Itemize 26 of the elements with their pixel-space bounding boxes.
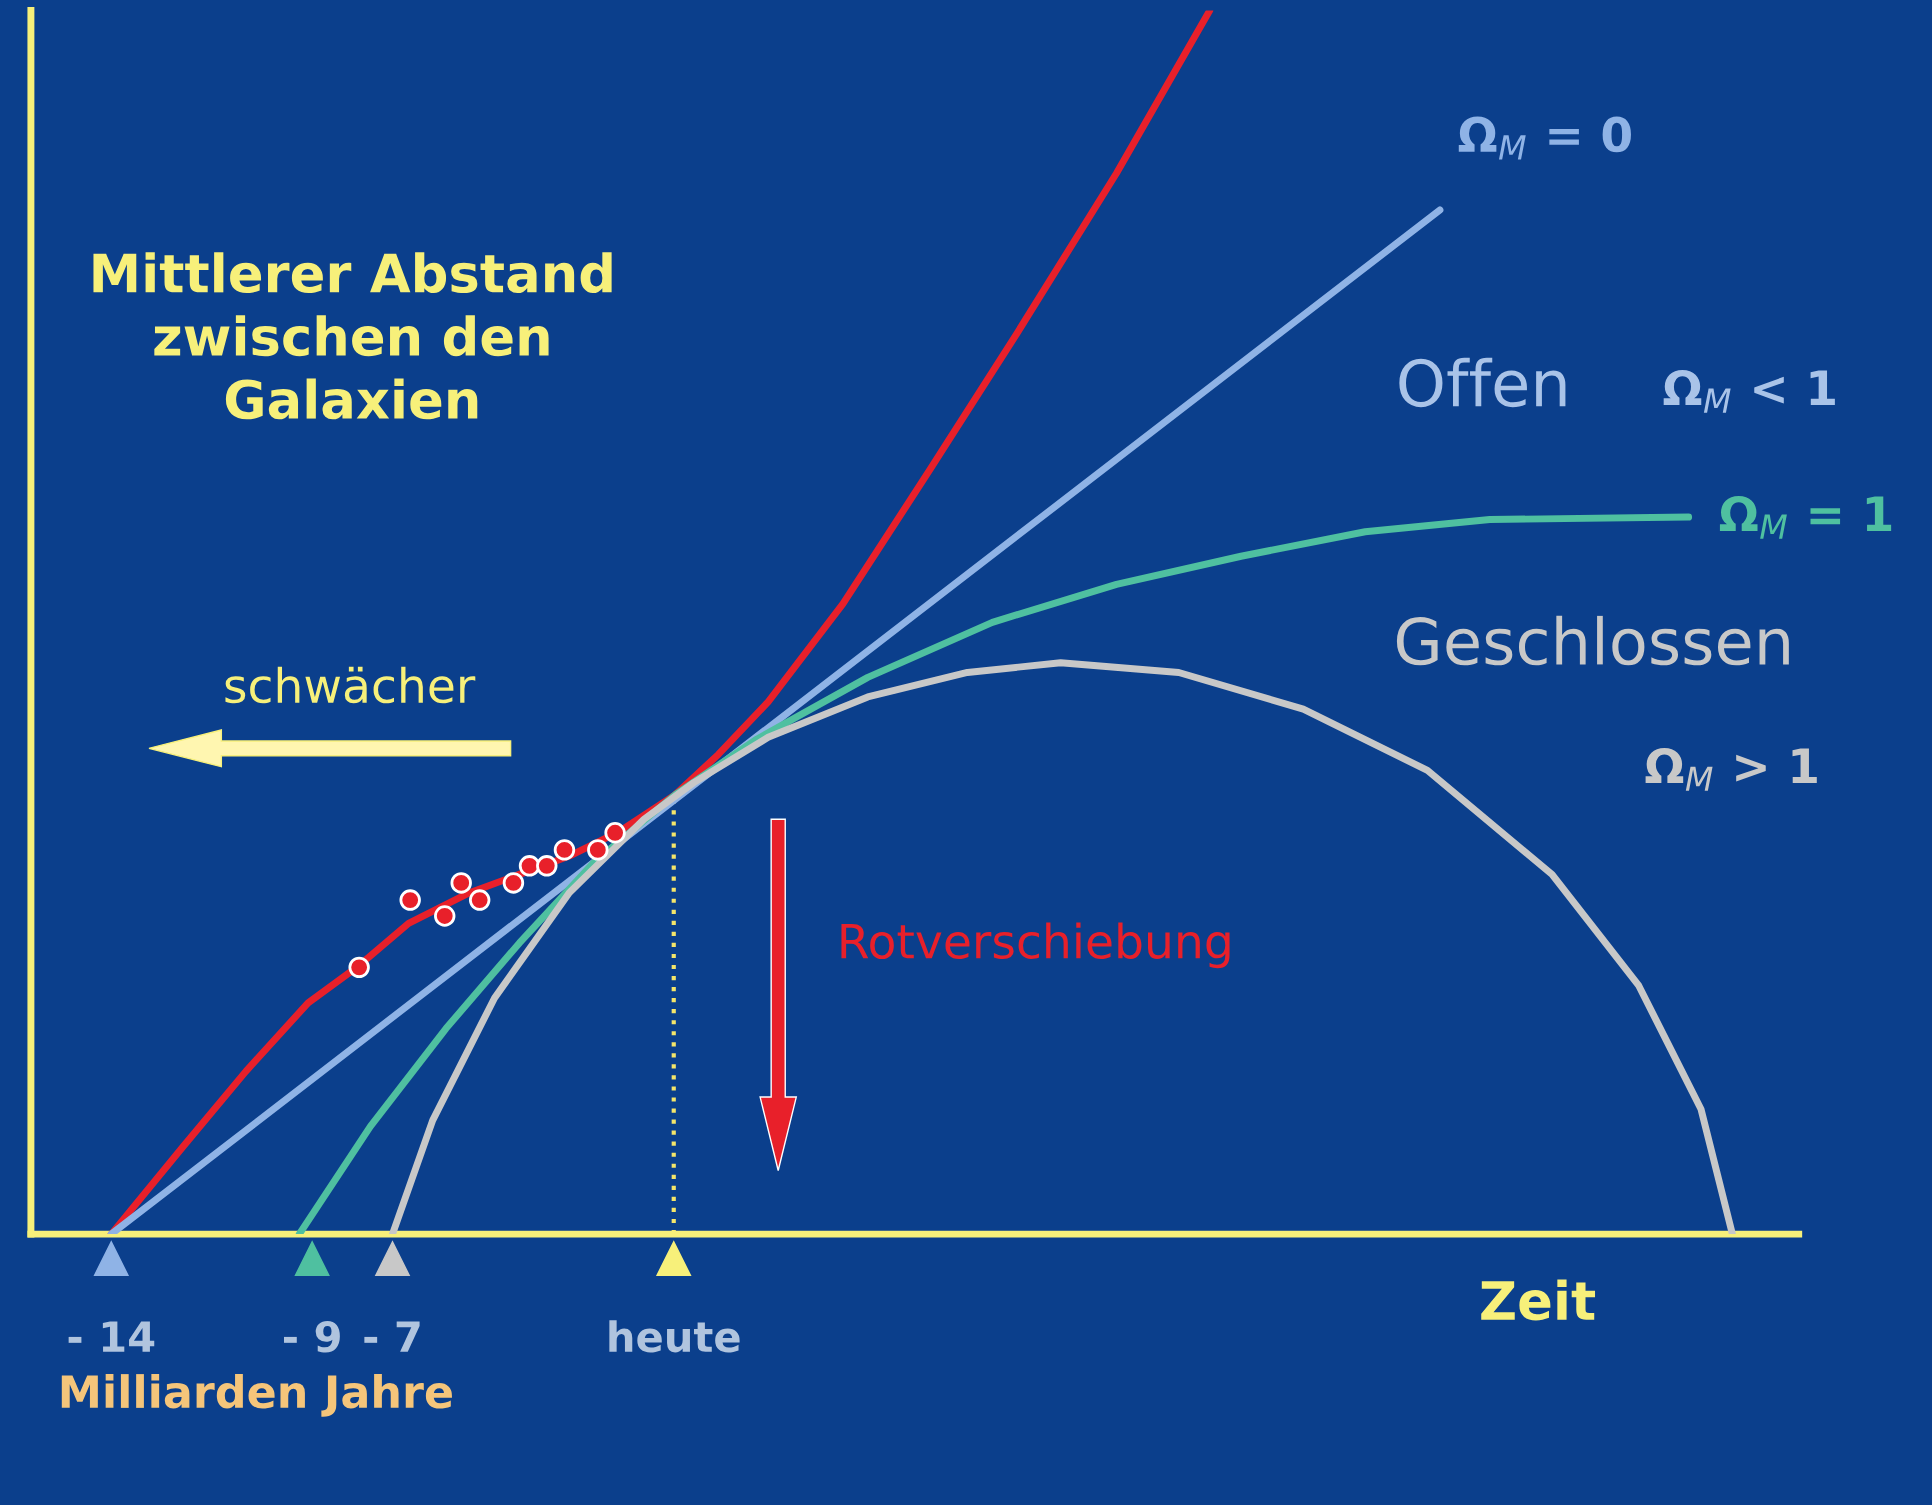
point xyxy=(502,872,525,894)
annotation: Rotverschiebung xyxy=(841,922,1230,969)
point xyxy=(536,855,558,877)
x-tick-label: - 14 xyxy=(68,1321,155,1352)
annotation: schwächer xyxy=(225,666,476,704)
x-tick-label: - 7 xyxy=(364,1321,420,1352)
point xyxy=(399,889,421,911)
text: Ω$_{M}$ > 1 xyxy=(1645,747,1817,791)
point xyxy=(604,822,626,844)
point xyxy=(518,855,541,877)
x-tick-label: - 9 xyxy=(284,1320,340,1353)
point xyxy=(434,905,456,927)
series-label: Ω$_{M}$ = 0 xyxy=(1458,116,1631,160)
y-axis-title: Mittlerer Abstand zwischen den Galaxien xyxy=(93,252,612,420)
point xyxy=(587,839,609,861)
x-tick-label: heute xyxy=(609,1320,740,1353)
point xyxy=(450,872,472,894)
text: Milliarden Jahre xyxy=(61,1374,452,1417)
point xyxy=(553,839,576,861)
series-label: Ω$_{M}$ = 1 xyxy=(1719,495,1892,539)
annotation: Ω$_{M}$ < 1 xyxy=(1663,369,1835,413)
point xyxy=(468,889,491,911)
x-axis-title: Zeit xyxy=(1481,1279,1596,1321)
annotation: Geschlossen xyxy=(1396,615,1789,666)
point xyxy=(348,956,370,979)
annotation: Offen xyxy=(1399,357,1566,408)
